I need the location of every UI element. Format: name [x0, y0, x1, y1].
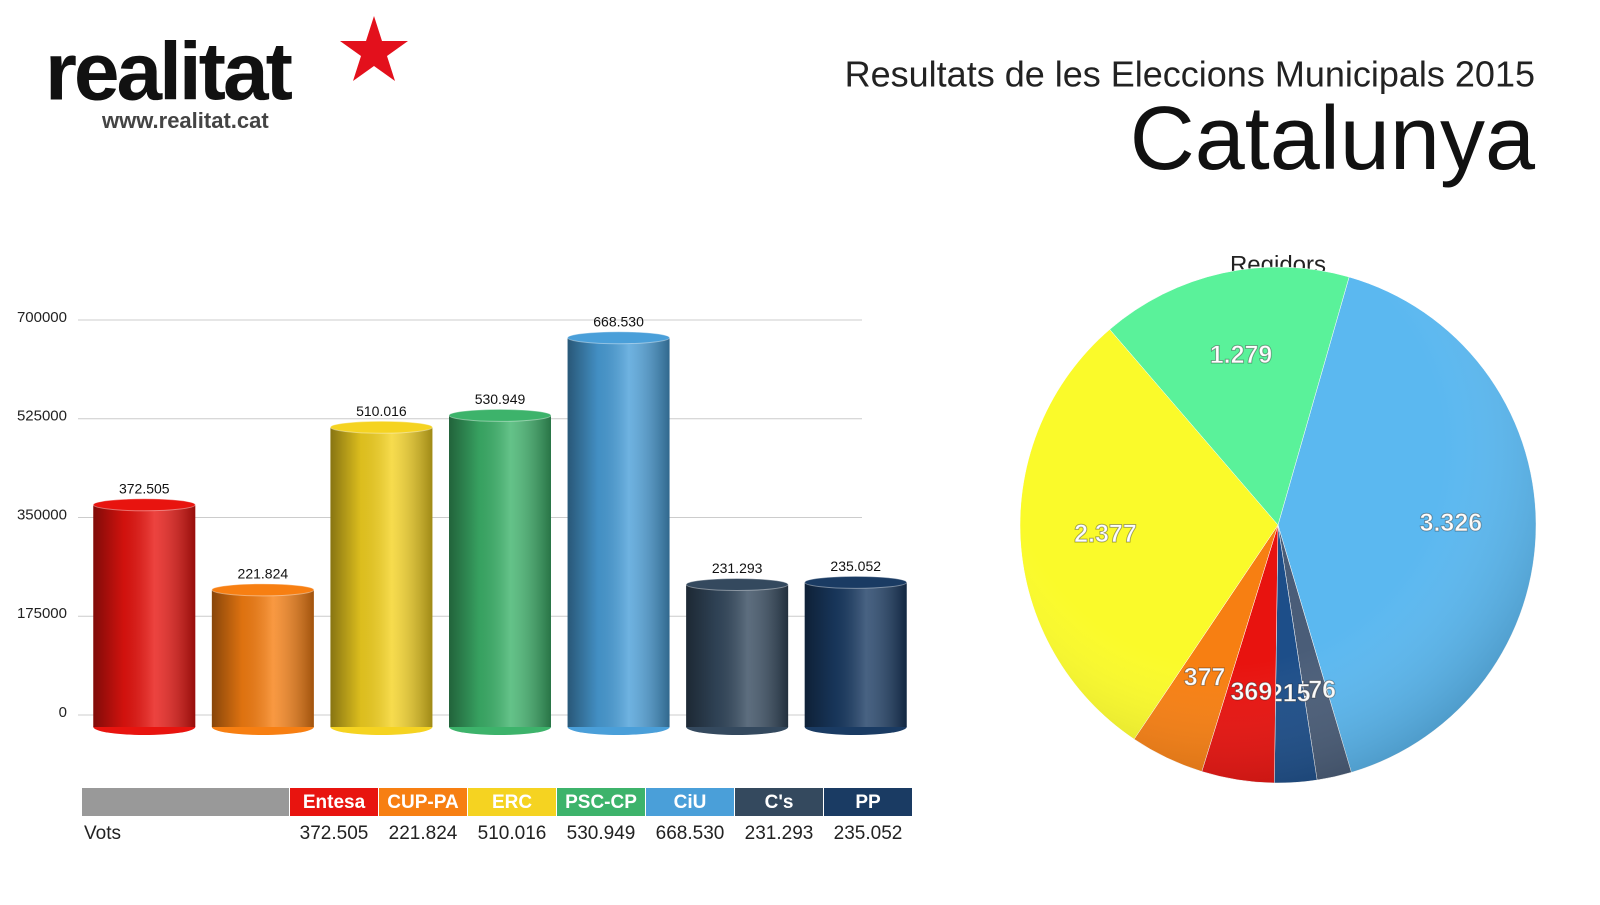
bar-shading — [804, 582, 907, 727]
table-header-label: ERC — [492, 792, 532, 813]
value-label: 530.949 — [475, 391, 526, 407]
table-value: 510.016 — [478, 823, 547, 844]
bar-cap — [329, 420, 433, 434]
value-label: 668.530 — [593, 313, 644, 329]
value-label: 231.293 — [712, 560, 763, 576]
table-header-label: PP — [855, 792, 881, 813]
y-tick-label: 350000 — [17, 506, 67, 523]
subtitle: Catalunya — [1130, 89, 1536, 189]
logo: realitat — [45, 27, 293, 118]
table-value: 372.505 — [300, 823, 369, 844]
table-header-label: CUP-PA — [387, 792, 459, 813]
value-label: 221.824 — [238, 566, 289, 582]
table-value: 530.949 — [567, 823, 636, 844]
table-header-label: PSC-CP — [565, 792, 637, 813]
y-tick-label: 0 — [59, 704, 67, 721]
title: Resultats de les Eleccions Municipals 20… — [845, 54, 1535, 95]
value-label: 372.505 — [119, 481, 170, 497]
bar-shading — [567, 337, 670, 727]
table-header-blank — [82, 788, 289, 816]
table-value: 231.293 — [745, 823, 814, 844]
y-tick-label: 175000 — [17, 605, 67, 622]
table-header-cell — [468, 788, 556, 816]
bar-cap — [92, 498, 196, 512]
logo-star — [340, 16, 408, 81]
y-tick-label: 700000 — [17, 309, 67, 326]
bar-shading — [330, 427, 433, 727]
table-value: 668.530 — [656, 823, 725, 844]
bar-cap — [567, 331, 671, 345]
y-tick-label: 525000 — [17, 408, 67, 425]
pie-label: 369 — [1231, 678, 1273, 706]
table-header-cell — [557, 788, 645, 816]
table-value: 235.052 — [834, 823, 903, 844]
value-label: 510.016 — [356, 403, 407, 419]
table-header-label: C's — [765, 792, 794, 813]
bar-cap — [211, 583, 315, 597]
table-header-label: CiU — [674, 792, 707, 813]
table-header-cell — [735, 788, 823, 816]
bar-shading — [93, 504, 196, 727]
value-label: 235.052 — [830, 558, 881, 574]
pie-label: 1.279 — [1210, 341, 1273, 369]
table-header-cell — [290, 788, 378, 816]
table-value: 221.824 — [389, 823, 458, 844]
table-header-cell — [824, 788, 912, 816]
logo-website: www.realitat.cat — [101, 108, 269, 133]
bar-shading — [449, 415, 551, 727]
pie-label: 2.377 — [1074, 520, 1137, 548]
table-header-label: Entesa — [303, 792, 366, 813]
table-row-label: Vots — [84, 823, 121, 844]
pie-label: 377 — [1184, 663, 1226, 691]
pie-label: 3.326 — [1420, 509, 1483, 537]
table-header-cell — [379, 788, 467, 816]
bar-shading — [211, 589, 314, 727]
bar-cap — [804, 575, 908, 589]
bar-cap — [448, 408, 552, 422]
bar-shading — [686, 584, 789, 727]
table-header-cell — [646, 788, 734, 816]
bar-cap — [685, 577, 789, 591]
